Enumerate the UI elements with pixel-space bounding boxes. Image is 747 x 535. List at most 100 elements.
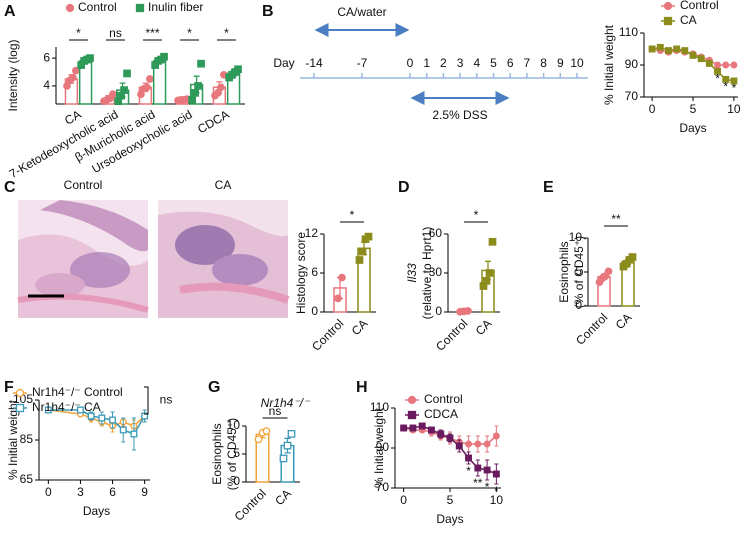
x-tick-label: 10	[727, 102, 741, 116]
data-point	[665, 47, 672, 55]
data-point	[673, 45, 681, 53]
data-point	[355, 256, 364, 264]
data-point	[714, 61, 721, 69]
data-point	[217, 83, 225, 92]
data-point	[143, 83, 151, 92]
y-tick-label: 0	[575, 298, 582, 312]
image-label: Control	[64, 178, 103, 192]
timeline-day: -7	[357, 56, 368, 70]
y-tick-label: 110	[619, 25, 638, 39]
data-point	[141, 412, 149, 420]
x-tick-label: Control	[433, 316, 470, 353]
histology-ca	[158, 200, 290, 318]
x-tick-label: 6	[109, 485, 116, 499]
data-point	[656, 43, 664, 51]
x-axis-label: Days	[436, 512, 463, 526]
x-tick-label: 9	[141, 485, 148, 499]
legend-label: Control	[680, 0, 719, 12]
significance-label: *	[723, 80, 728, 94]
y-tick-label: 70	[376, 480, 390, 494]
x-tick-label: CA	[473, 316, 495, 338]
data-point	[194, 82, 202, 90]
legend-label: Nr1h4⁻/⁻ CA	[32, 400, 101, 414]
data-point	[482, 276, 491, 285]
data-point	[730, 61, 738, 69]
y-tick-label: 0	[311, 304, 318, 318]
data-point	[191, 89, 199, 97]
data-point	[689, 51, 697, 59]
data-point	[188, 95, 197, 104]
data-point	[465, 454, 472, 462]
y-axis-label: Eosinophils	[557, 241, 571, 302]
data-point	[628, 253, 637, 261]
data-point	[77, 406, 84, 414]
data-point	[681, 47, 689, 55]
data-point	[364, 232, 373, 241]
data-point	[234, 65, 242, 74]
timeline-day: 0	[407, 56, 414, 70]
treatment-label: 2.5% DSS	[432, 108, 487, 122]
data-point	[108, 90, 117, 99]
data-point	[98, 414, 106, 422]
timeline-day: 1	[423, 56, 430, 70]
data-point	[648, 45, 656, 53]
data-point	[407, 395, 417, 405]
x-tick-label: CA	[272, 486, 294, 508]
data-point	[705, 59, 713, 67]
y-axis-label: (relative to Hprt1)	[420, 227, 434, 320]
data-point	[15, 403, 25, 413]
x-tick-label: 0	[45, 485, 52, 499]
significance-label: *	[224, 26, 229, 40]
x-tick-label: 5	[690, 102, 697, 116]
data-point	[409, 424, 417, 432]
significance-label: *	[350, 208, 355, 222]
data-point	[488, 237, 497, 246]
significance-label: *	[732, 81, 737, 95]
data-point	[338, 273, 346, 282]
y-tick-label: 30	[429, 265, 443, 279]
y-tick-label: 6	[311, 265, 318, 279]
timeline-day: 3	[457, 56, 464, 70]
y-tick-label: 6	[43, 50, 50, 64]
data-point	[120, 86, 128, 94]
data-point	[400, 424, 408, 432]
data-point	[485, 269, 494, 277]
y-tick-label: 90	[625, 57, 639, 71]
significance-label: ns	[160, 393, 173, 407]
data-point	[130, 430, 138, 438]
y-tick-label: 85	[20, 432, 34, 446]
significance-label: *	[474, 208, 479, 222]
data-point	[465, 440, 472, 448]
data-point	[483, 466, 491, 474]
panel-label: G	[208, 379, 220, 396]
y-axis-label: Eosinophils	[210, 423, 224, 484]
data-point	[418, 422, 426, 430]
timeline-day: -14	[305, 56, 323, 70]
treatment-label: CA/water	[337, 5, 386, 19]
panel-label: E	[543, 179, 554, 196]
y-axis-label: % Initial weight	[602, 24, 616, 105]
x-tick-label: 10	[490, 493, 504, 507]
panel-label: D	[398, 179, 410, 196]
y-axis-label: Intensity (log)	[6, 39, 20, 111]
timeline-day-label: Day	[273, 56, 294, 70]
y-axis-label: % Initial weight	[372, 407, 386, 488]
x-tick-label: Control	[232, 486, 269, 523]
significance-bracket	[144, 386, 149, 415]
y-tick-label: 65	[20, 472, 34, 486]
data-point	[145, 75, 154, 83]
data-point	[65, 3, 75, 13]
significance-label: **	[611, 212, 621, 226]
y-tick-label: 70	[625, 89, 639, 103]
data-point	[483, 440, 491, 448]
significance-label: *	[485, 480, 490, 494]
data-point	[254, 435, 263, 444]
y-axis-label: (% of CD45⁺)	[572, 236, 586, 308]
legend-label: Nr1h4⁻/⁻ Control	[32, 385, 123, 399]
data-point	[283, 441, 292, 450]
significance-label: *	[76, 26, 81, 40]
data-point	[464, 307, 472, 315]
timeline-day: 9	[557, 56, 564, 70]
